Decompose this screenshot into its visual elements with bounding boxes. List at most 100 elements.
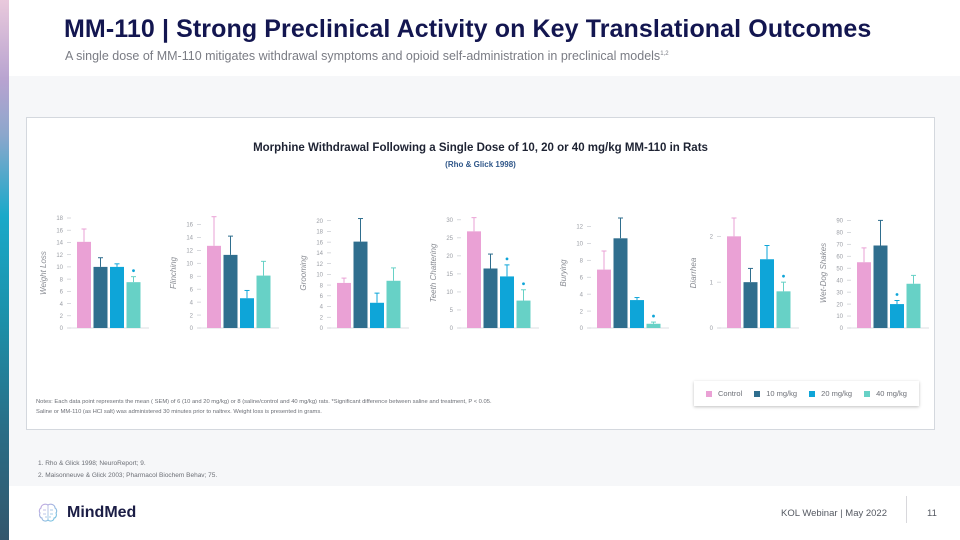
y-tick-label: 0: [320, 326, 324, 332]
bar-20-mg-kg: [760, 259, 774, 328]
y-axis-label: Teeth Chattering: [429, 243, 438, 302]
bar-40-mg-kg: [386, 280, 401, 328]
y-tick-label: 2: [190, 313, 194, 319]
y-tick-label: 10: [576, 242, 583, 248]
y-tick-label: 18: [316, 230, 323, 236]
references: 1. Rho & Glick 1998; NeuroReport; 9. 2. …: [38, 458, 217, 482]
y-tick-label: 50: [836, 266, 843, 272]
y-tick-label: 2: [60, 314, 64, 320]
y-tick-label: 12: [186, 249, 193, 255]
y-tick-label: 8: [60, 277, 64, 283]
footer-divider: [906, 496, 907, 523]
significance-marker: [522, 282, 525, 286]
y-tick-label: 0: [710, 326, 714, 332]
notes-line-1: Notes: Each data point represents the me…: [36, 399, 492, 405]
y-axis-label: Burying: [559, 259, 568, 287]
legend-item-control: Control: [706, 389, 742, 398]
chart-legend: Control 10 mg/kg 20 mg/kg 40 mg/kg: [694, 381, 919, 406]
y-tick-label: 30: [446, 218, 453, 224]
significance-marker: [652, 314, 655, 318]
y-tick-label: 6: [580, 275, 584, 281]
y-tick-label: 8: [320, 283, 324, 289]
y-tick-label: 40: [836, 278, 843, 284]
bar-20-mg-kg: [240, 298, 254, 328]
y-tick-label: 8: [190, 274, 194, 280]
y-tick-label: 0: [580, 326, 584, 332]
reference-item: 1. Rho & Glick 1998; NeuroReport; 9.: [38, 460, 146, 467]
y-tick-label: 14: [56, 241, 63, 247]
bar-40-mg-kg: [126, 282, 141, 328]
bar-40-mg-kg: [256, 275, 271, 328]
bar-40-mg-kg: [776, 291, 791, 328]
side-gradient-bar: [0, 0, 9, 540]
y-tick-label: 90: [836, 219, 843, 225]
y-axis-label: Flinching: [169, 256, 178, 289]
brand-name: MindMed: [67, 504, 137, 521]
legend-item-10mg: 10 mg/kg: [754, 389, 797, 398]
y-tick-label: 80: [836, 231, 843, 237]
bar-control: [467, 231, 481, 328]
legend-item-40mg: 40 mg/kg: [864, 389, 907, 398]
y-tick-label: 10: [186, 261, 193, 267]
subtitle-text: A single dose of MM-110 mitigates withdr…: [65, 49, 661, 63]
y-tick-label: 16: [56, 228, 63, 234]
y-tick-label: 10: [836, 314, 843, 320]
bar-control: [727, 236, 741, 328]
bar-10-mg-kg: [743, 282, 758, 328]
notes-line-2: Saline or MM-110 (as HCl salt) was admin…: [36, 409, 322, 415]
bar-20-mg-kg: [630, 300, 644, 328]
y-tick-label: 14: [186, 236, 193, 242]
y-tick-label: 12: [576, 225, 583, 231]
y-axis-label: Wet-Dog Shakes: [819, 243, 828, 303]
y-tick-label: 6: [190, 287, 194, 293]
y-tick-label: 4: [320, 305, 324, 311]
slide-title: MM-110 | Strong Preclinical Activity on …: [64, 15, 872, 43]
y-tick-label: 2: [710, 235, 714, 241]
y-tick-label: 16: [186, 223, 193, 229]
bar-10-mg-kg: [353, 241, 368, 328]
bar-40-mg-kg: [646, 323, 661, 328]
legend-label: 10 mg/kg: [766, 389, 798, 398]
significance-marker: [505, 257, 509, 261]
legend-swatch: [706, 390, 713, 397]
y-tick-label: 16: [316, 240, 323, 246]
y-tick-label: 4: [190, 300, 194, 306]
y-tick-label: 60: [836, 254, 843, 260]
y-tick-label: 5: [450, 308, 454, 314]
slide-footer: MindMed KOL Webinar | May 2022 11: [9, 486, 960, 540]
chart-citation: (Rho & Glick 1998): [445, 160, 516, 169]
bar-control: [77, 241, 91, 328]
bar-control: [597, 269, 611, 328]
bar-20-mg-kg: [500, 276, 514, 328]
brain-icon: [38, 503, 58, 522]
significance-marker: [132, 269, 135, 273]
y-tick-label: 6: [320, 294, 324, 300]
y-tick-label: 70: [836, 243, 843, 249]
y-tick-label: 4: [60, 302, 64, 308]
legend-item-20mg: 20 mg/kg: [809, 389, 852, 398]
bar-10-mg-kg: [613, 238, 628, 328]
y-tick-label: 12: [316, 262, 323, 268]
subtitle-reference-marker: 1,2: [660, 50, 669, 57]
significance-marker: [895, 293, 899, 296]
bar-control: [337, 282, 351, 328]
bar-10-mg-kg: [93, 266, 108, 328]
bar-control: [857, 262, 871, 328]
significance-marker: [782, 274, 785, 278]
legend-label: Control: [718, 389, 743, 398]
bar-40-mg-kg: [906, 283, 921, 328]
y-tick-label: 30: [836, 290, 843, 296]
y-tick-label: 15: [446, 272, 453, 278]
legend-swatch: [754, 390, 761, 397]
y-tick-label: 18: [56, 216, 63, 222]
bar-20-mg-kg: [370, 302, 384, 328]
y-tick-label: 2: [320, 315, 324, 321]
chart-notes: Notes: Each data point represents the me…: [36, 397, 686, 417]
bar-10-mg-kg: [223, 254, 238, 328]
y-tick-label: 20: [316, 219, 323, 225]
bar-20-mg-kg: [110, 266, 124, 328]
event-label: KOL Webinar | May 2022: [781, 508, 887, 519]
y-tick-label: 0: [840, 326, 844, 332]
y-tick-label: 12: [56, 253, 63, 259]
slide-subtitle: A single dose of MM-110 mitigates withdr…: [65, 49, 669, 63]
